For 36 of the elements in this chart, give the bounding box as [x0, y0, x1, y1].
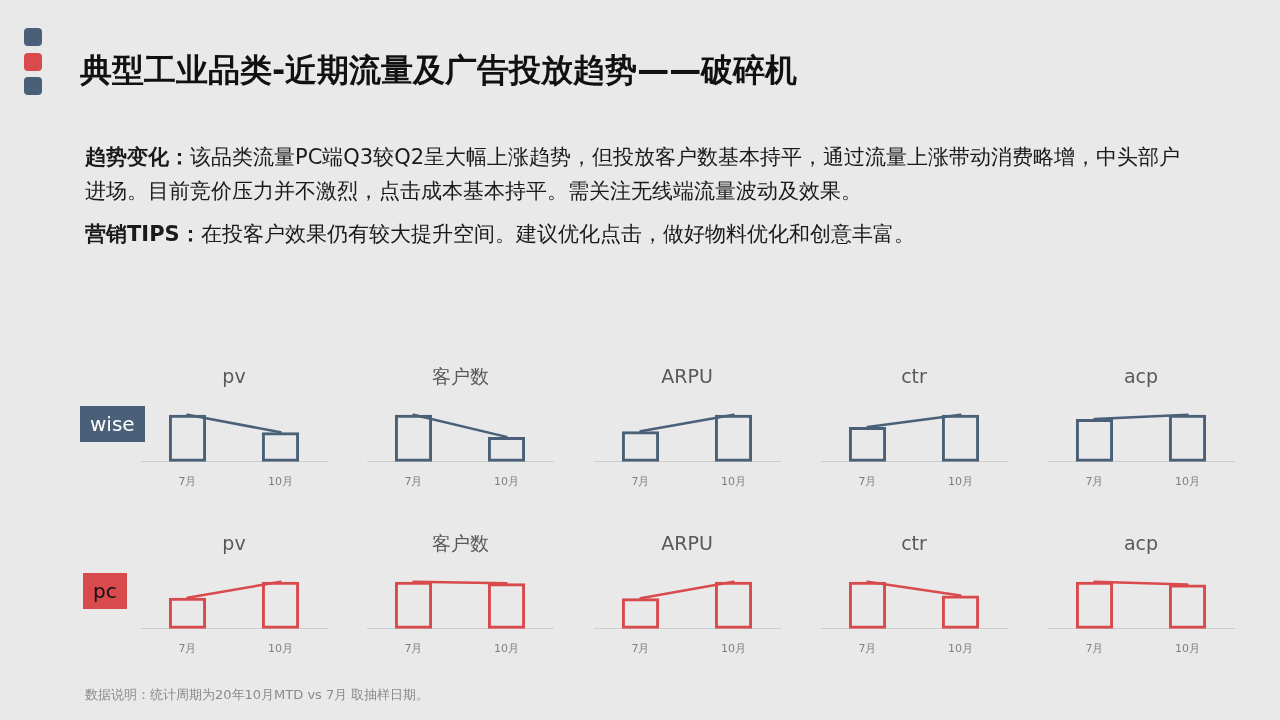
x-tick-label: 7月 [631, 475, 650, 489]
chart-title: acp [1123, 532, 1158, 555]
x-tick-label: 7月 [631, 642, 650, 656]
text: 营销TIPS：在投客户效果仍有较大提升空间。建议优化点击，做好物料优化和创意丰富。 [85, 222, 915, 246]
x-tick-label: 10月 [494, 642, 520, 656]
chart-title: pv [221, 365, 246, 388]
x-tick-label: 10月 [721, 642, 746, 656]
x-tick-label: 7月 [858, 475, 877, 489]
chart-title: pv [221, 532, 246, 555]
y-axis-title: wise [80, 406, 145, 442]
chart-title: 客户数 [431, 532, 489, 555]
chart-title: acp [1123, 365, 1158, 388]
x-tick-label: 10月 [947, 642, 973, 656]
text: 数据说明：统计周期为20年10月MTD vs 7月 取抽样日期。 [85, 686, 430, 704]
x-tick-label: 7月 [1085, 642, 1103, 656]
chart-title: ctr [900, 532, 927, 555]
x-tick-label: 10月 [494, 475, 520, 489]
chart-title: ARPU [661, 365, 713, 388]
x-tick-label: 7月 [1085, 475, 1103, 489]
x-tick-label: 10月 [267, 642, 293, 656]
x-tick-label: 7月 [858, 642, 877, 656]
x-tick-label: 7月 [178, 475, 196, 489]
x-tick-label: 7月 [404, 475, 423, 489]
x-tick-label: 7月 [404, 642, 423, 656]
x-tick-label: 10月 [721, 475, 746, 489]
x-tick-label: 10月 [1174, 475, 1200, 489]
y-axis-title: pc [83, 573, 127, 609]
x-tick-label: 10月 [947, 475, 973, 489]
chart-title: ARPU [661, 532, 713, 555]
text: 趋势变化：该品类流量PC端Q3较Q2呈大幅上涨趋势，但投放客户数基本持平，通过流量上涨带动消费略增，中头部户进场。目前竞价压力并不激烈，点击成本基本持平。需关注无线端流量波动及效果。 [85, 145, 1181, 203]
chart-title: ctr [900, 365, 927, 388]
x-tick-label: 10月 [267, 475, 293, 489]
text: 典型工业品类-近期流量及广告投放趋势——破碎机 [80, 50, 798, 90]
chart-title: 客户数 [431, 365, 489, 388]
x-tick-label: 7月 [178, 642, 196, 656]
x-tick-label: 10月 [1174, 642, 1200, 656]
